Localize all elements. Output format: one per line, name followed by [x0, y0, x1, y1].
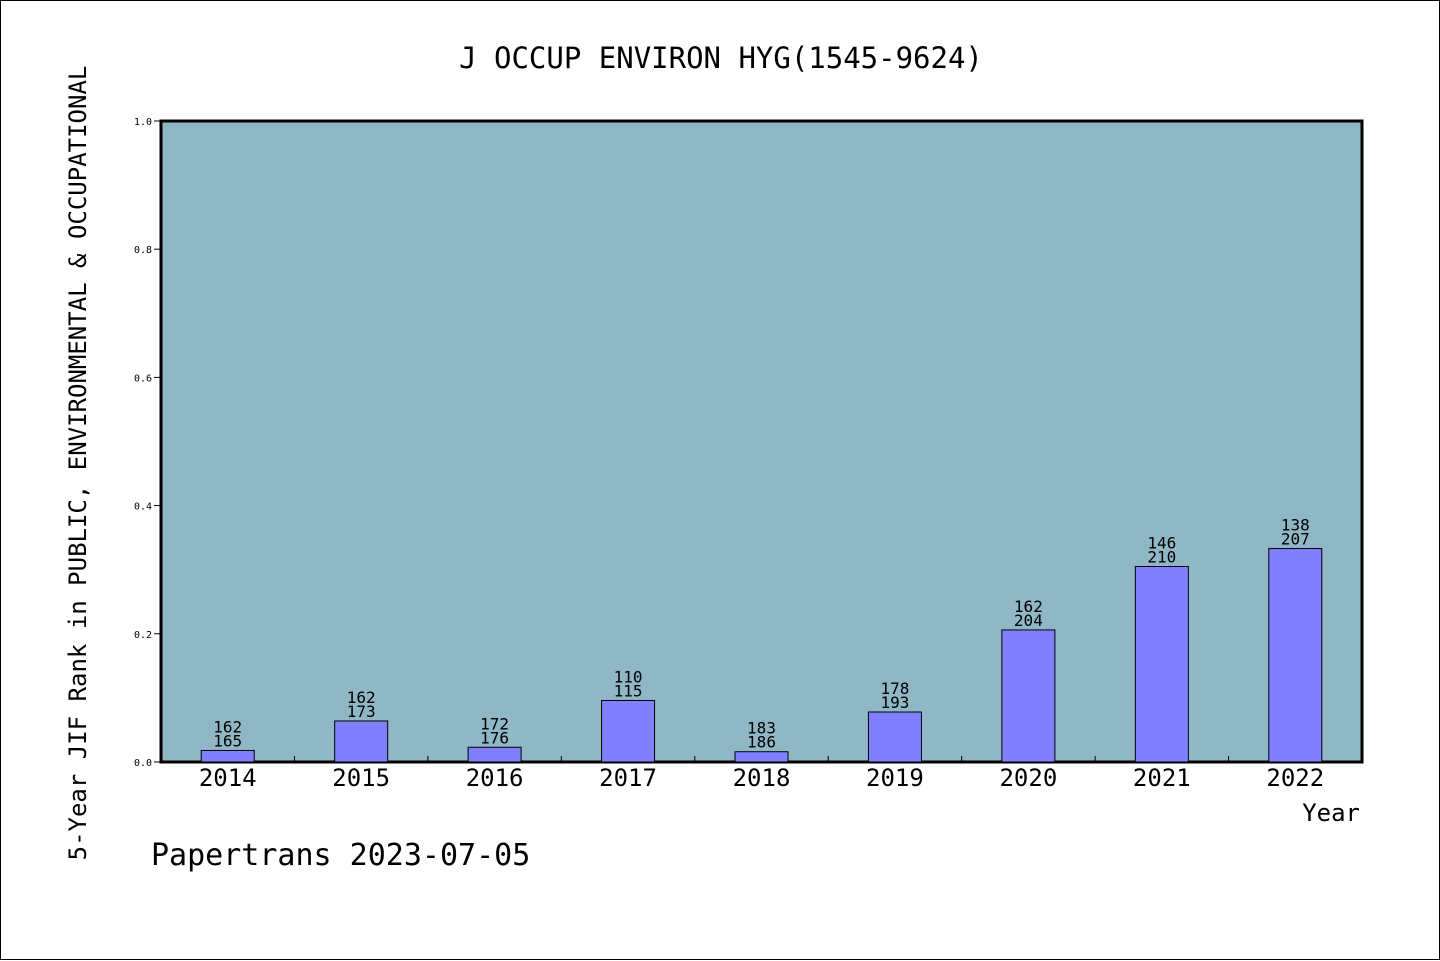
x-axis-label: Year [1302, 799, 1360, 827]
bar-rank-label: 162 [347, 688, 376, 707]
bar-rank-label: 110 [614, 667, 643, 686]
y-tick-label: 0.6 [134, 373, 152, 384]
bar-2017 [601, 699, 656, 763]
bar-total-label: 186 [747, 733, 776, 752]
y-tick-label: 0.4 [134, 502, 152, 513]
bar-2022 [1268, 548, 1323, 763]
x-tick-label: 2018 [733, 764, 791, 792]
x-tick-label: 2021 [1133, 764, 1191, 792]
bar-total-label: 173 [347, 702, 376, 721]
x-tick-label: 2020 [999, 764, 1057, 792]
bars [200, 548, 1323, 763]
bar-labels: 1621651621731721761101151831861781931622… [213, 516, 1309, 752]
bar-2019 [867, 711, 922, 763]
y-tick-label: 1.0 [134, 117, 152, 128]
x-tick-label: 2017 [599, 764, 657, 792]
bar-2018 [734, 751, 789, 763]
chart-title: J OCCUP ENVIRON HYG(1545-9624) [459, 41, 983, 75]
bar-2021 [1134, 565, 1189, 763]
y-tick-label: 0.8 [134, 245, 152, 256]
bar-rank-label: 162 [213, 717, 242, 736]
x-axis: 2014 2015 2016 2017 2018 2019 2020 2021 2022 [199, 756, 1324, 792]
bar-rank-label: 138 [1281, 516, 1310, 535]
x-tick-label: 2019 [866, 764, 924, 792]
bar-rank-label: 172 [480, 714, 509, 733]
bar-rank-label: 183 [747, 719, 776, 738]
bar-total-label: 165 [213, 731, 242, 750]
bar-2016 [467, 746, 522, 763]
bar-2020 [1001, 629, 1056, 763]
bar-total-label: 210 [1147, 547, 1176, 566]
x-tick-label: 2014 [199, 764, 257, 792]
bar-total-label: 176 [480, 728, 509, 747]
bar-total-label: 204 [1014, 611, 1043, 630]
y-axis: 0.0 0.2 0.4 0.6 0.8 1.0 [134, 117, 161, 769]
bar-total-label: 115 [614, 681, 643, 700]
x-tick-label: 2016 [466, 764, 524, 792]
bar-rank-label: 162 [1014, 597, 1043, 616]
bar-total-label: 193 [880, 693, 909, 712]
bar-rank-label: 146 [1147, 533, 1176, 552]
y-axis-label: 5-Year JIF Rank in PUBLIC, ENVIRONMENTAL… [64, 66, 92, 861]
y-tick-label: 0.0 [134, 758, 152, 769]
y-tick-label: 0.2 [134, 630, 152, 641]
footer-text: Papertrans 2023-07-05 [151, 838, 530, 873]
bar-total-label: 207 [1281, 530, 1310, 549]
x-tick-label: 2022 [1266, 764, 1324, 792]
bar-2015 [334, 720, 389, 763]
bar-2014 [200, 749, 255, 763]
bar-rank-label: 178 [880, 679, 909, 698]
x-tick-label: 2015 [332, 764, 390, 792]
